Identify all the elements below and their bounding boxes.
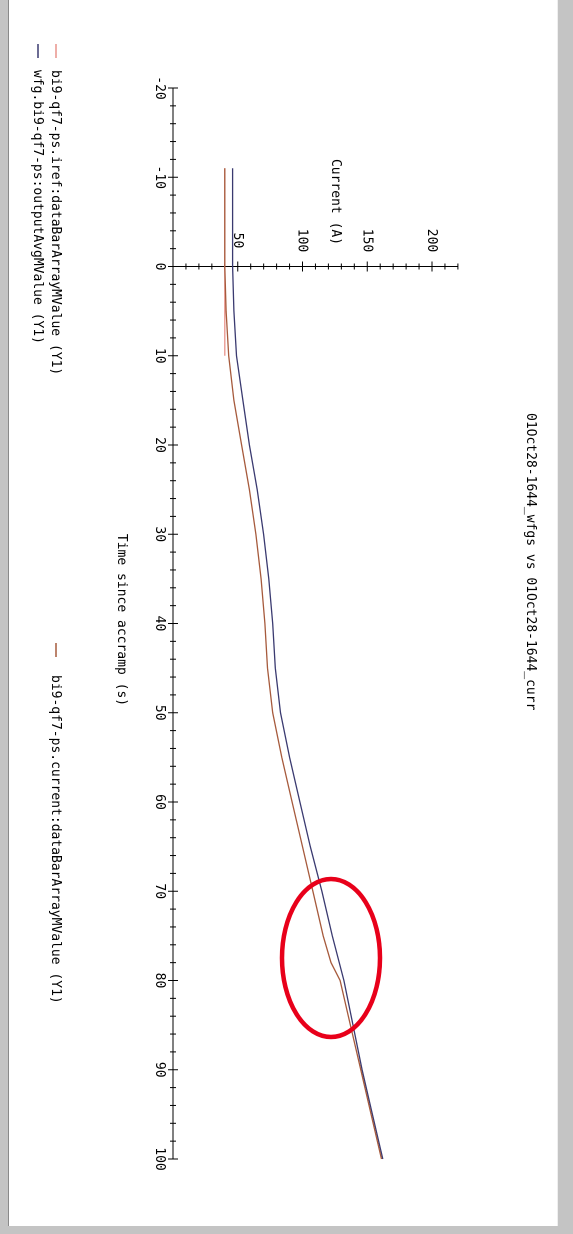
legend-label-current: bi9-qf7-ps.current:dataBarArrayMValue (Y… — [48, 675, 63, 1004]
time-tick-label: 90 — [152, 1062, 167, 1078]
time-tick-label: 40 — [152, 616, 167, 632]
time-tick-label: 20 — [152, 437, 167, 453]
time-tick-label: 60 — [152, 794, 167, 810]
window-right-border — [557, 0, 573, 1234]
time-tick-label: 50 — [152, 705, 167, 721]
time-tick-label: -10 — [152, 166, 167, 189]
time-tick-label: 0 — [152, 263, 167, 271]
plot-panel — [8, 0, 558, 1226]
time-tick-label: 100 — [152, 1147, 167, 1170]
chart-axes — [168, 87, 459, 1160]
current-tick-label: 50 — [230, 233, 245, 249]
time-tick-label: 10 — [152, 348, 167, 364]
y-axis-label: Current (A) — [328, 159, 343, 245]
legend: bi9-qf7-ps.iref:dataBarArrayMValue (Y1) … — [30, 44, 63, 1004]
chart-title: 01Oct28-1644_wfgs vs 01Oct28-1644_curr — [523, 413, 538, 711]
series-lines — [224, 168, 384, 1160]
current-tick-label: 200 — [424, 229, 439, 252]
time-tick-label: 80 — [152, 973, 167, 989]
current-tick-label: 100 — [295, 229, 310, 252]
legend-label-wfg: wfg.bi9-qf7-ps:outputAvgMValue (Y1) — [30, 70, 45, 344]
series-line-2 — [224, 168, 383, 1160]
window-bottom-border — [0, 1226, 573, 1234]
x-axis-label: Time since accramp (s) — [114, 534, 129, 706]
current-tick-label: 150 — [359, 229, 374, 252]
time-tick-label: -20 — [152, 76, 167, 99]
time-tick-label: 70 — [152, 883, 167, 899]
highlight-ellipse — [279, 876, 383, 1040]
time-tick-label: 30 — [152, 526, 167, 542]
legend-label-iref: bi9-qf7-ps.iref:dataBarArrayMValue (Y1) — [48, 70, 63, 375]
tick-labels: -20 -10 0 10 20 30 40 50 60 70 80 90 100 50 100 150 200 — [152, 76, 439, 1170]
series-line-1 — [231, 168, 384, 1160]
